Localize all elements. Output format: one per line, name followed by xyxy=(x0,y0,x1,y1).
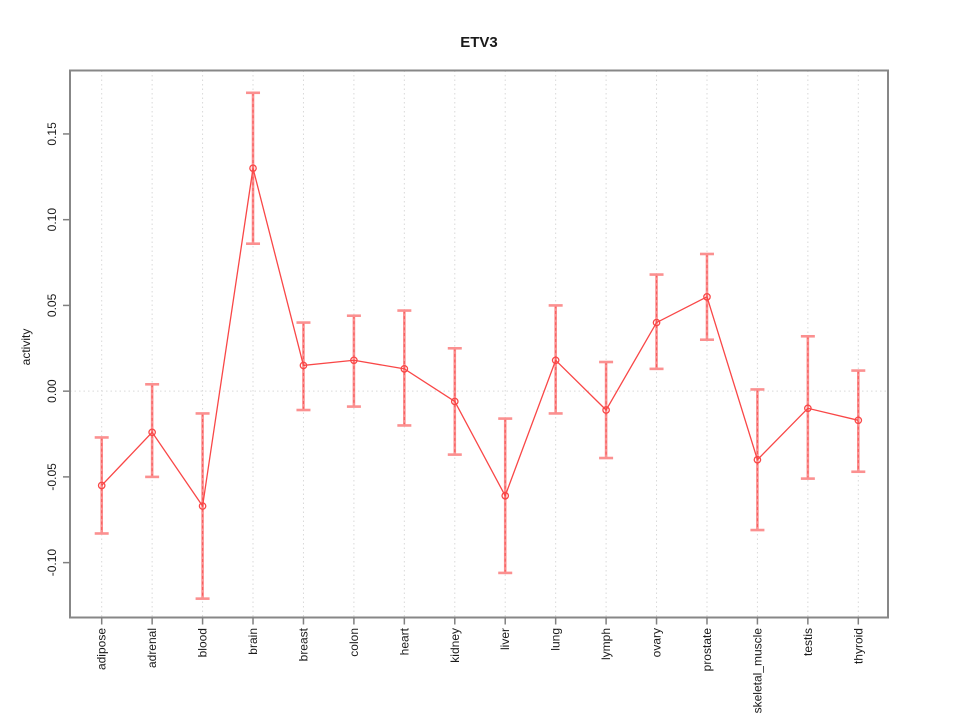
data-point xyxy=(703,292,711,301)
x-tick-label: brain xyxy=(246,628,260,655)
chart-title: ETV3 xyxy=(460,34,498,51)
data-point xyxy=(97,481,106,490)
y-tick-label: 0.15 xyxy=(45,122,59,146)
y-tick-label: -0.05 xyxy=(45,463,59,491)
data-point xyxy=(400,365,409,373)
x-tick-label: colon xyxy=(347,628,361,657)
data-point xyxy=(249,164,257,173)
x-tick-label: prostate xyxy=(700,628,714,672)
y-tick-label: 0.00 xyxy=(45,379,59,403)
data-point xyxy=(501,491,510,500)
series-line xyxy=(101,168,859,508)
data-point xyxy=(602,406,610,414)
x-tick-label: ovary xyxy=(650,628,664,657)
data-point xyxy=(854,416,863,425)
data-point xyxy=(804,404,812,413)
x-tick-label: blood xyxy=(196,628,210,657)
data-point xyxy=(299,361,308,370)
plot-border xyxy=(69,69,889,619)
axes: -0.10 -0.05 0.00 0.05 0.10 0.15 adipose adrenal… xyxy=(45,122,865,713)
y-tick-label: 0.05 xyxy=(45,293,59,317)
data-series xyxy=(94,91,866,600)
data-point xyxy=(450,397,459,406)
data-point xyxy=(753,455,762,464)
x-tick-label: liver xyxy=(498,628,512,650)
x-tick-label: lung xyxy=(549,628,563,651)
x-tick-label: heart xyxy=(397,627,411,655)
data-point xyxy=(198,502,207,510)
y-tick-label: -0.10 xyxy=(45,549,59,577)
x-tick-label: breast xyxy=(296,627,310,661)
data-point xyxy=(652,318,661,327)
x-tick-label: skeletal_muscle xyxy=(750,628,764,714)
x-tick-label: lymph xyxy=(599,628,613,660)
data-point xyxy=(551,356,560,365)
gridlines xyxy=(70,70,888,618)
x-tick-label: thyroid xyxy=(851,628,865,664)
plot-frame xyxy=(69,69,889,619)
data-point xyxy=(350,356,358,365)
x-tick-label: adipose xyxy=(95,628,109,670)
x-tick-label: adrenal xyxy=(145,628,159,668)
y-axis-label: activity xyxy=(19,329,33,366)
data-point xyxy=(148,428,156,437)
x-tick-label: kidney xyxy=(448,628,462,663)
y-tick-label: 0.10 xyxy=(45,208,59,232)
x-tick-label: testis xyxy=(801,628,815,656)
